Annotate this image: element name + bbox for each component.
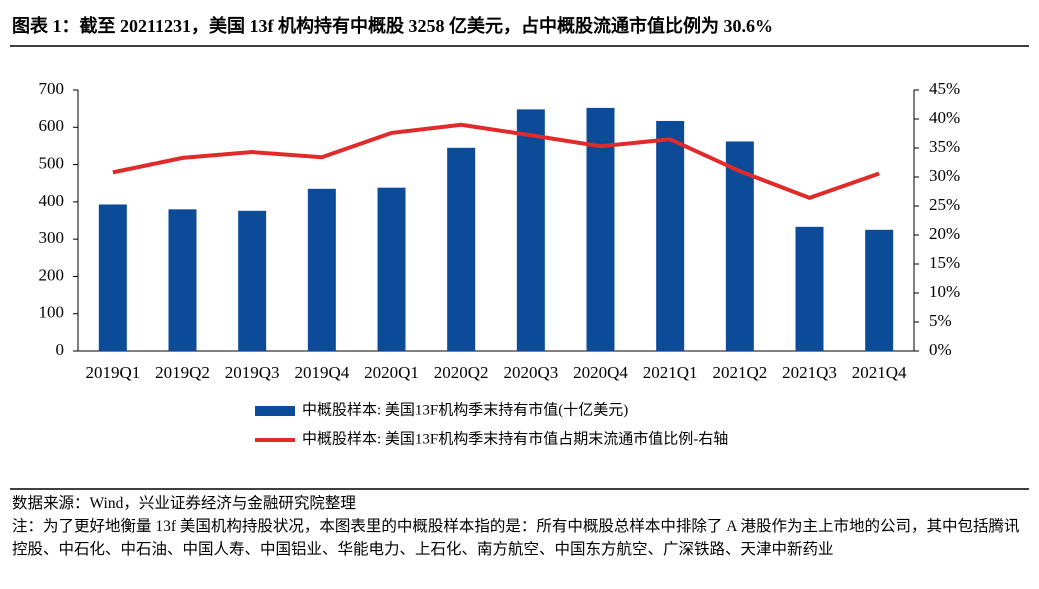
bar	[516, 109, 545, 351]
y-tick-label: 600	[39, 116, 65, 135]
x-tick-label: 2020Q4	[573, 363, 628, 382]
bar	[307, 188, 336, 351]
x-tick-label: 2020Q2	[434, 363, 489, 382]
line	[112, 122, 880, 201]
y2-tick-label: 5%	[929, 311, 952, 330]
bar	[447, 147, 476, 351]
legend-swatch	[255, 406, 295, 416]
x-tick-label: 2021Q3	[782, 363, 837, 382]
x-tick-label: 2019Q4	[294, 363, 349, 382]
footer: 数据来源：Wind，兴业证券经济与金融研究院整理 注：为了更好地衡量 13f 美…	[12, 492, 1027, 561]
y2-tick-label: 25%	[929, 195, 960, 214]
bar	[865, 229, 894, 351]
chart-title: 图表 1：截至 20211231，美国 13f 机构持有中概股 3258 亿美元…	[12, 15, 773, 36]
y-tick-label: 700	[39, 79, 65, 98]
bar	[98, 204, 127, 351]
y-tick-label: 200	[39, 265, 65, 284]
x-tick-label: 2019Q2	[155, 363, 210, 382]
bar	[795, 226, 824, 351]
y2-tick-label: 30%	[929, 166, 960, 185]
y2-tick-label: 0%	[929, 340, 952, 359]
x-tick-label: 2021Q1	[643, 363, 698, 382]
x-tick-label: 2019Q3	[225, 363, 280, 382]
y2-tick-label: 45%	[929, 79, 960, 98]
note: 注：为了更好地衡量 13f 美国机构持股状况，本图表里的中概股样本指的是：所有中…	[12, 518, 1020, 558]
y2-tick-label: 40%	[929, 108, 960, 127]
chart: 图表 1：截至 20211231，美国 13f 机构持有中概股 3258 亿美元…	[10, 15, 1029, 490]
y2-tick-label: 20%	[929, 224, 960, 243]
legend-label: 中概股样本: 美国13F机构季末持有市值(十亿美元)	[302, 401, 628, 418]
x-tick-label: 2020Q1	[364, 363, 419, 382]
bar	[377, 187, 406, 351]
bar	[238, 210, 267, 351]
y-tick-label: 300	[39, 228, 65, 247]
source: 数据来源：Wind，兴业证券经济与金融研究院整理	[12, 495, 356, 512]
y-tick-label: 100	[39, 303, 65, 322]
x-tick-label: 2019Q1	[85, 363, 140, 382]
y-tick-label: 0	[56, 340, 65, 359]
x-tick-label: 2020Q3	[503, 363, 558, 382]
y2-tick-label: 10%	[929, 282, 960, 301]
bar	[586, 107, 615, 351]
x-tick-label: 2021Q2	[712, 363, 767, 382]
bar	[656, 120, 685, 351]
x-tick-label: 2021Q4	[852, 363, 907, 382]
y2-tick-label: 15%	[929, 253, 960, 272]
bar	[168, 209, 197, 351]
legend-label: 中概股样本: 美国13F机构季末持有市值占期末流通市值比例-右轴	[302, 430, 728, 447]
y-tick-label: 400	[39, 191, 65, 210]
y-tick-label: 500	[39, 153, 65, 172]
y2-tick-label: 35%	[929, 137, 960, 156]
